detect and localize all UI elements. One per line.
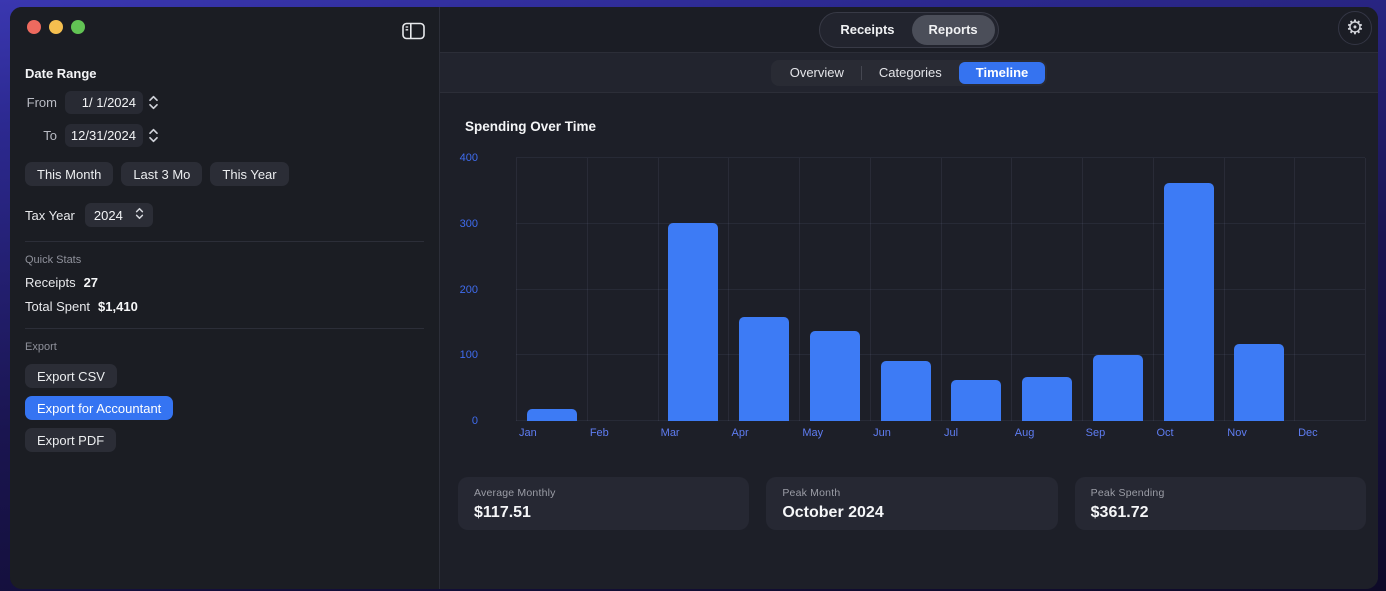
traffic-lights: [25, 20, 424, 34]
spending-chart: 0100200300400: [458, 158, 1366, 421]
mode-segmented-control: Receipts Reports: [819, 12, 998, 48]
bar-sep: [1093, 355, 1143, 421]
segment-reports[interactable]: Reports: [912, 15, 995, 45]
chart-x-axis: JanFebMarAprMayJunJulAugSepOctNovDec: [516, 427, 1366, 439]
sidebar: Date Range From 1/ 1/2024 To 12/31/2024 …: [10, 7, 440, 589]
export-for-accountant-button[interactable]: Export for Accountant: [25, 396, 173, 420]
from-date-field[interactable]: 1/ 1/2024: [65, 91, 143, 114]
x-axis-tick-label: Nov: [1224, 427, 1295, 439]
summary-cards: Average Monthly $117.51 Peak Month Octob…: [458, 477, 1366, 530]
app-window: Date Range From 1/ 1/2024 To 12/31/2024 …: [10, 7, 1378, 589]
chart-slot-nov: [1224, 158, 1295, 421]
chart-y-axis: 0100200300400: [458, 158, 478, 421]
quick-stats-title: Quick Stats: [25, 254, 424, 266]
preset-this-month-button[interactable]: This Month: [25, 162, 113, 186]
x-axis-tick-label: Jan: [516, 427, 587, 439]
export-csv-button[interactable]: Export CSV: [25, 364, 117, 388]
chart-plot: [516, 158, 1366, 421]
bar-jan: [527, 409, 577, 421]
divider: [25, 328, 424, 329]
chart-slot-mar: [658, 158, 729, 421]
bar-nov: [1234, 344, 1284, 421]
y-axis-tick-label: 300: [448, 218, 478, 230]
chart-slot-sep: [1082, 158, 1153, 421]
to-label: To: [25, 128, 57, 143]
sidebar-toggle-icon: [402, 28, 425, 43]
settings-button[interactable]: ⚙: [1338, 11, 1372, 45]
x-axis-tick-label: Aug: [1012, 427, 1083, 439]
x-axis-tick-label: May: [799, 427, 870, 439]
tax-year-value: 2024: [94, 208, 123, 223]
chart-slot-jun: [870, 158, 941, 421]
to-date-field[interactable]: 12/31/2024: [65, 124, 143, 147]
bar-may: [810, 331, 860, 421]
bar-apr: [739, 317, 789, 421]
date-range-title: Date Range: [25, 66, 424, 81]
minimize-button[interactable]: [49, 20, 63, 34]
card-average-monthly: Average Monthly $117.51: [458, 477, 749, 530]
top-toolbar: Receipts Reports ⚙: [440, 7, 1378, 53]
chart-slot-aug: [1011, 158, 1082, 421]
y-axis-tick-label: 400: [448, 152, 478, 164]
x-axis-tick-label: Sep: [1083, 427, 1154, 439]
preset-last-3-mo-button[interactable]: Last 3 Mo: [121, 162, 202, 186]
chart-bars: [516, 158, 1365, 421]
chart-slot-feb: [587, 158, 658, 421]
stat-total-spent: Total Spent$1,410: [25, 299, 424, 314]
x-axis-tick-label: Oct: [1153, 427, 1224, 439]
x-axis-tick-label: Apr: [728, 427, 799, 439]
export-title: Export: [25, 341, 424, 353]
report-tabs: Overview Categories Timeline: [771, 60, 1048, 86]
y-axis-tick-label: 0: [448, 415, 478, 427]
chart-slot-oct: [1153, 158, 1224, 421]
tax-year-dropdown[interactable]: 2024: [85, 203, 153, 227]
export-pdf-button[interactable]: Export PDF: [25, 428, 116, 452]
chart-slot-jan: [516, 158, 587, 421]
tab-overview[interactable]: Overview: [773, 62, 861, 84]
stat-receipts: Receipts27: [25, 275, 424, 290]
chart-slot-jul: [941, 158, 1012, 421]
bar-aug: [1022, 377, 1072, 421]
bar-jul: [951, 380, 1001, 421]
zoom-button[interactable]: [71, 20, 85, 34]
from-date-stepper[interactable]: [148, 95, 159, 110]
tab-timeline[interactable]: Timeline: [959, 62, 1046, 84]
card-peak-month: Peak Month October 2024: [766, 477, 1057, 530]
preset-this-year-button[interactable]: This Year: [210, 162, 288, 186]
y-axis-tick-label: 100: [448, 349, 478, 361]
chart-slot-may: [799, 158, 870, 421]
bar-jun: [881, 361, 931, 421]
card-peak-spending: Peak Spending $361.72: [1075, 477, 1366, 530]
sidebar-toggle-button[interactable]: [400, 20, 427, 45]
report-tab-strip: Overview Categories Timeline: [440, 53, 1378, 93]
from-label: From: [25, 95, 57, 110]
chart-slot-apr: [728, 158, 799, 421]
report-content: Spending Over Time 0100200300400 JanFebM…: [440, 93, 1378, 589]
x-axis-tick-label: Mar: [658, 427, 729, 439]
y-axis-tick-label: 200: [448, 284, 478, 296]
tax-year-label: Tax Year: [25, 208, 75, 223]
segment-receipts[interactable]: Receipts: [823, 15, 911, 45]
x-axis-tick-label: Jul: [941, 427, 1012, 439]
bar-oct: [1164, 183, 1214, 421]
main-area: Receipts Reports ⚙ Overview Categories T…: [440, 7, 1378, 589]
x-axis-tick-label: Jun: [870, 427, 941, 439]
divider: [25, 241, 424, 242]
gear-icon: ⚙: [1346, 18, 1364, 38]
chevron-up-down-icon: [135, 207, 144, 223]
stat-receipts-value: 27: [84, 275, 98, 290]
bar-mar: [668, 223, 718, 421]
chart-slot-dec: [1294, 158, 1365, 421]
chart-title: Spending Over Time: [465, 119, 1366, 134]
tab-categories[interactable]: Categories: [862, 62, 959, 84]
x-axis-tick-label: Dec: [1295, 427, 1366, 439]
x-axis-tick-label: Feb: [587, 427, 658, 439]
stat-total-spent-value: $1,410: [98, 299, 138, 314]
to-date-stepper[interactable]: [148, 128, 159, 143]
close-button[interactable]: [27, 20, 41, 34]
